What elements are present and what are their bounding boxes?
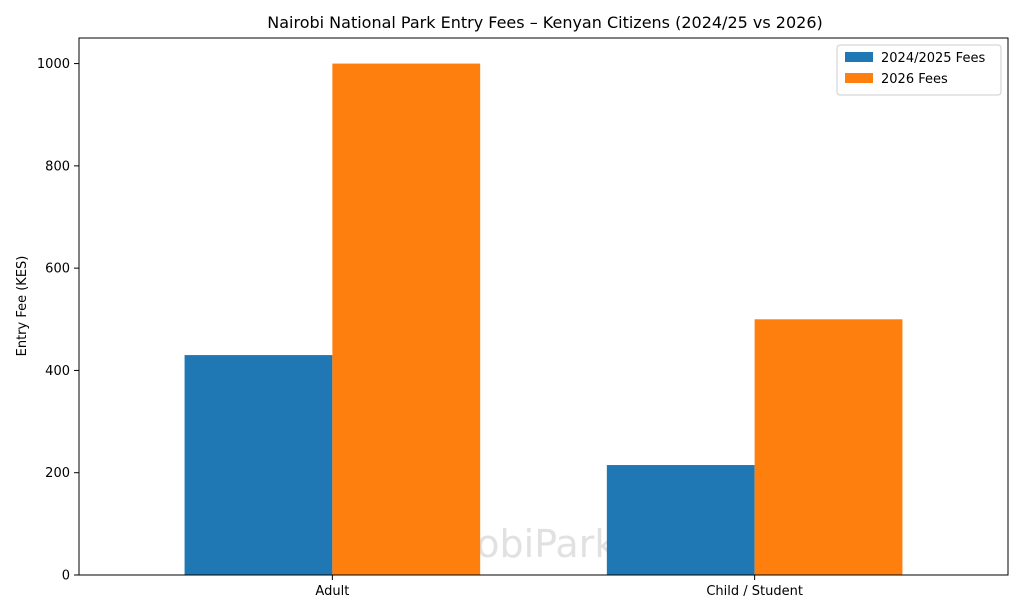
bar-series2-1 [754,319,903,575]
y-tick-label: 200 [45,466,70,481]
x-tick-label: Adult [315,584,349,599]
legend-swatch [845,52,873,62]
plot-frame [78,37,1009,576]
y-axis: 0 200 400 600 800 1000 [37,57,79,584]
y-tick-label: 600 [45,262,70,277]
y-tick-label: 1000 [37,57,70,72]
legend-label: 2024/2025 Fees [881,51,985,66]
bar-series2-0 [332,63,481,575]
legend: 2024/2025 Fees 2026 Fees [836,44,1002,96]
bar-series1-1 [606,465,755,575]
legend-label: 2026 Fees [881,72,948,87]
y-axis-label: Entry Fee (KES) [15,256,30,357]
y-tick-label: 800 [45,159,70,174]
bar-series1-0 [184,355,333,575]
x-tick-label: Child / Student [706,584,803,599]
y-tick-label: 0 [62,569,70,584]
y-tick-label: 400 [45,364,70,379]
bars-group [184,63,903,575]
chart-title: Nairobi National Park Entry Fees – Kenya… [267,13,823,32]
x-axis: Adult Child / Student [315,575,803,599]
legend-frame [836,44,1002,96]
legend-swatch [845,73,873,83]
